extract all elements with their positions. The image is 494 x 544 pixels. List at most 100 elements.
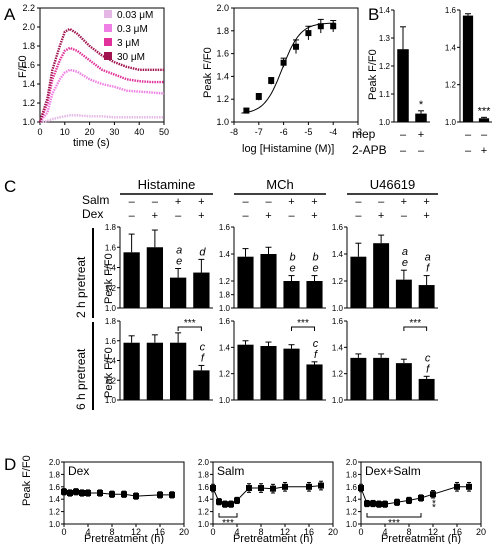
agonist-header: U46619 xyxy=(370,177,416,192)
bar xyxy=(193,272,210,308)
y-tick-label: 1.6 xyxy=(332,223,344,232)
x-tick-label: 20 xyxy=(85,127,95,137)
x-tick-label: 12 xyxy=(280,527,290,537)
y-tick-label: 1.6 xyxy=(445,6,457,15)
data-point xyxy=(317,23,324,30)
y-tick-label: 1.4 xyxy=(219,250,231,259)
agonist-header: Histamine xyxy=(138,177,196,192)
y-tick-label: 1.0 xyxy=(22,117,35,127)
bar xyxy=(415,113,427,122)
data-point xyxy=(169,491,175,498)
salm-sign: – xyxy=(129,196,136,208)
y-tick-label: 1.4 xyxy=(379,6,391,15)
bar xyxy=(418,378,435,400)
bar xyxy=(306,364,323,400)
data-point xyxy=(157,491,163,498)
bar xyxy=(350,357,367,400)
dex-sign: – xyxy=(355,210,362,222)
x-tick-label: -3 xyxy=(354,127,362,137)
significance-letter: f xyxy=(201,352,205,364)
x-axis-label: log [Histamine (M)] xyxy=(242,143,334,155)
dex-sign: – xyxy=(129,210,136,222)
x-tick-label: 0 xyxy=(358,527,363,537)
data-point xyxy=(293,43,299,50)
x-axis-label: Pretreatment (h) xyxy=(381,533,461,544)
significance-stars: *** xyxy=(388,518,400,529)
x-tick-label: 16 xyxy=(304,527,314,537)
x-tick-label: 16 xyxy=(155,527,165,537)
x-tick-label: -6 xyxy=(280,127,288,137)
fit-curve xyxy=(241,22,336,114)
y-tick-label: 1.0 xyxy=(105,396,117,405)
significance-bracket xyxy=(366,513,422,518)
y-tick-label: 1.0 xyxy=(346,520,358,529)
y-axis-label: F/F0 xyxy=(17,55,29,78)
bar-group: 1.0 1.2 1.4 1.6 cf *** xyxy=(332,317,438,405)
x-tick-label: -8 xyxy=(230,127,238,137)
panel-d: Peak F/F0 1.0 1.2 1.4 1.6 1.8 2.0 0 4 8 12 16 20 Pre… xyxy=(21,455,486,544)
y-tick-label: 1.8 xyxy=(105,317,117,326)
significance-star: * xyxy=(419,99,424,111)
x-tick-label: 4 xyxy=(382,527,387,537)
data-point xyxy=(330,23,337,30)
significance-stars: *** xyxy=(184,318,196,329)
bar xyxy=(397,49,409,123)
x-tick-label: 12 xyxy=(131,527,141,537)
y-tick-label: 1.2 xyxy=(332,370,344,379)
bar xyxy=(373,243,390,308)
data-point xyxy=(282,483,288,490)
salm-sign: + xyxy=(401,196,407,208)
y-tick-label: 1.0 xyxy=(379,118,391,127)
bar xyxy=(169,277,187,308)
series-line xyxy=(39,68,165,123)
series-line xyxy=(39,114,164,124)
significance-letter: c xyxy=(425,352,431,364)
bar xyxy=(350,256,367,308)
data-point xyxy=(228,501,234,508)
significance-bracket xyxy=(177,326,202,331)
significance-star: * xyxy=(432,502,436,513)
data-point xyxy=(306,483,312,490)
significance-letter: f xyxy=(314,349,318,361)
y-tick-label: 1.8 xyxy=(219,291,231,300)
significance-letter: e xyxy=(289,263,295,275)
bar xyxy=(283,348,300,400)
x-tick-label: -5 xyxy=(304,127,312,137)
y-tick-label: 1.8 xyxy=(198,470,210,479)
y-tick-label: 1.0 xyxy=(216,117,229,127)
bar xyxy=(237,344,254,400)
legend: 0.03 μM 0.3 μM 3 μM 30 μM xyxy=(104,10,153,63)
dex-sign: + xyxy=(265,210,271,222)
bar xyxy=(418,285,435,308)
bar xyxy=(306,281,323,308)
significance-letter: a xyxy=(402,246,408,258)
y-tick-label: 1.2 xyxy=(105,376,117,385)
data-point xyxy=(234,497,240,504)
x-axis-label: time (s) xyxy=(73,137,110,149)
y-tick-label: 1.6 xyxy=(346,483,358,492)
y-tick-label: 1.8 xyxy=(216,26,229,36)
y-tick-label: 1.0 xyxy=(198,520,210,529)
y-tick-label: 1.0 xyxy=(105,304,117,313)
x-axis-label: Pretreatment (h) xyxy=(84,533,164,544)
data-point xyxy=(382,501,388,508)
significance-bracket xyxy=(291,326,315,331)
salm-sign: + xyxy=(311,196,317,208)
data-point xyxy=(67,490,73,496)
y-tick-label: 1.2 xyxy=(49,508,61,517)
x-tick-label: 30 xyxy=(109,127,119,137)
legend-swatch xyxy=(104,38,112,46)
y-tick-label: 2.0 xyxy=(22,22,35,32)
y-tick-label: 1.2 xyxy=(445,81,457,90)
y-tick-label: 1.0 xyxy=(219,396,231,405)
row-label-mep: mep xyxy=(352,127,376,141)
panel-c: Histamine–––++–++MCh–––++–++U46619–––++–… xyxy=(74,177,438,410)
y-tick-label: 1.2 xyxy=(379,62,391,71)
dex-sign: – xyxy=(175,210,182,222)
y-axis-label: Peak F/F0 xyxy=(367,49,379,100)
x-tick-label: 8 xyxy=(406,527,411,537)
y-tick-label: 1.4 xyxy=(332,343,344,352)
data-point xyxy=(210,485,216,492)
significance-letter: c xyxy=(200,341,206,353)
